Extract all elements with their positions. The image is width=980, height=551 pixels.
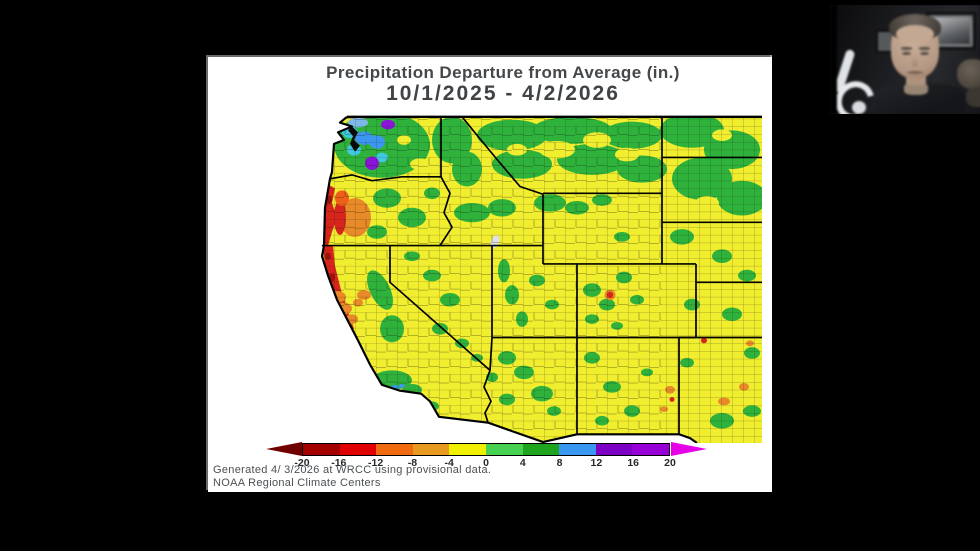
- map-date-range: 10/1/2025 - 4/2/2026: [386, 82, 620, 105]
- legend-tick-label: -16: [331, 457, 347, 469]
- legend-tick-label: -12: [368, 457, 384, 469]
- legend-segment: [339, 444, 377, 455]
- map-outline: [320, 115, 698, 443]
- webcam-edge-shadow: [830, 5, 837, 114]
- legend-tick-label: 12: [590, 457, 603, 469]
- presenter-nose: [912, 55, 918, 67]
- presenter-eye: [902, 52, 911, 55]
- presenter-eyebrow: [919, 47, 930, 50]
- presenter-mouth: [907, 71, 923, 74]
- legend-tick-label: 4: [519, 457, 526, 469]
- legend-segment: [522, 444, 560, 455]
- legend-tick-label: 8: [556, 457, 563, 469]
- legend-arrow-right: [671, 442, 707, 456]
- division-grid-plains: [662, 116, 762, 443]
- map-title: Precipitation Departure from Average (in…: [326, 63, 680, 82]
- legend-colorbar: -20 -16 -12 -8 -4 0 4 8 12 16 20: [208, 441, 772, 473]
- legend-tick-label: -4: [444, 457, 454, 469]
- slide: Precipitation Departure from Average (in…: [208, 57, 772, 492]
- generated-note: Generated 4/ 3/2026 at WRCC using provis…: [213, 464, 492, 476]
- division-grid-west: [322, 116, 662, 443]
- presenter-eyebrow: [901, 47, 912, 50]
- legend-tick-label: 0: [483, 457, 489, 469]
- legend-tick-label: -8: [407, 457, 418, 469]
- map-land: [322, 116, 762, 443]
- legend-segment: [449, 444, 486, 455]
- legend-bar: [302, 443, 670, 456]
- legend-tick-label: -20: [294, 457, 310, 469]
- state-borders: [322, 116, 762, 435]
- presenter-collar: [904, 85, 928, 95]
- legend-arrow-left: [266, 442, 302, 456]
- microphone: [852, 101, 866, 114]
- precipitation-map: [320, 115, 762, 443]
- legend-segment: [485, 444, 523, 455]
- legend-tick-label: 16: [627, 457, 640, 469]
- presenter-eye: [920, 52, 929, 55]
- webcam-video: [830, 5, 980, 114]
- legend-segment: [595, 444, 633, 455]
- background-object: [957, 59, 980, 89]
- legend-tick-labels: -20 -16 -12 -8 -4 0 4 8 12 16 20: [208, 457, 772, 471]
- legend-tick-label: 20: [664, 457, 676, 469]
- legend-segment: [559, 444, 596, 455]
- background-object: [966, 87, 980, 107]
- presenter-forehead: [896, 25, 934, 43]
- source-credit: NOAA Regional Climate Centers: [213, 477, 381, 489]
- webcam-scene: [830, 5, 980, 114]
- legend-segment: [303, 444, 340, 455]
- legend-segment: [632, 444, 669, 455]
- legend-segment: [412, 444, 450, 455]
- legend-segment: [376, 444, 413, 455]
